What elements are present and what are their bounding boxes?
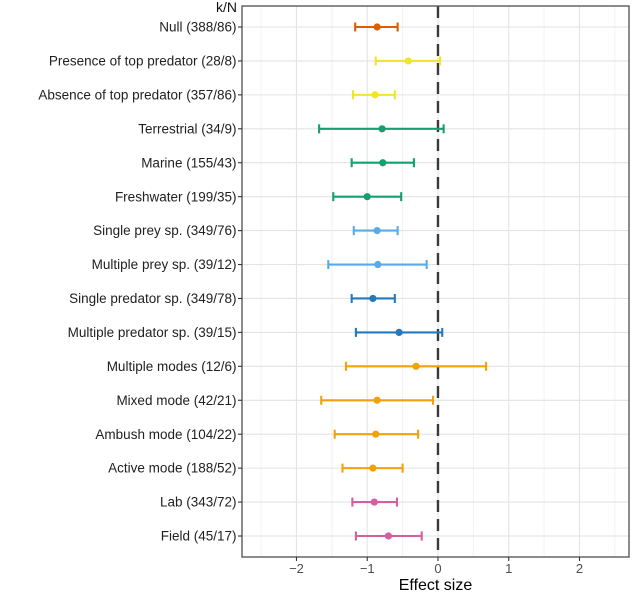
row-label: Lab (343/72) bbox=[160, 495, 237, 510]
row-label: Absence of top predator (357/86) bbox=[38, 87, 236, 102]
point-estimate bbox=[404, 57, 412, 65]
row-label: Field (45/17) bbox=[161, 529, 237, 544]
point-estimate bbox=[373, 396, 381, 404]
panel-background bbox=[242, 6, 629, 557]
point-estimate bbox=[395, 328, 403, 336]
point-estimate bbox=[384, 532, 393, 540]
kn-header: k/N bbox=[216, 0, 237, 15]
point-estimate bbox=[378, 125, 386, 133]
row-label: Mixed mode (42/21) bbox=[116, 393, 236, 408]
point-estimate bbox=[373, 23, 381, 31]
row-label: Freshwater (199/35) bbox=[115, 189, 237, 204]
row-label: Presence of top predator (28/8) bbox=[49, 54, 237, 69]
x-tick-label: −2 bbox=[289, 561, 304, 576]
point-estimate bbox=[369, 464, 377, 472]
point-estimate bbox=[371, 91, 379, 99]
row-label: Multiple predator sp. (39/15) bbox=[68, 325, 237, 340]
x-tick-label: −1 bbox=[360, 561, 375, 576]
row-label: Marine (155/43) bbox=[141, 155, 236, 170]
row-label: Ambush mode (104/22) bbox=[95, 427, 236, 442]
point-estimate bbox=[370, 498, 378, 506]
point-estimate bbox=[369, 294, 377, 303]
point-estimate bbox=[374, 260, 382, 269]
row-label: Single predator sp. (349/78) bbox=[69, 291, 236, 306]
x-tick-label: 1 bbox=[505, 561, 512, 576]
point-estimate bbox=[373, 227, 381, 235]
x-tick-label: 0 bbox=[434, 561, 441, 576]
x-tick-label: 2 bbox=[576, 561, 583, 576]
point-estimate bbox=[363, 193, 371, 201]
row-label: Multiple modes (12/6) bbox=[107, 359, 237, 374]
point-estimate bbox=[379, 159, 387, 167]
point-estimate bbox=[412, 362, 420, 370]
x-axis-title: Effect size bbox=[398, 577, 473, 594]
row-label: Multiple prey sp. (39/12) bbox=[92, 257, 237, 272]
panel-border bbox=[241, 5, 630, 558]
row-label: Single prey sp. (349/76) bbox=[93, 223, 236, 238]
row-label: Active mode (188/52) bbox=[108, 461, 236, 476]
row-label: Null (388/86) bbox=[159, 20, 236, 35]
row-label: Terrestrial (34/9) bbox=[138, 121, 236, 136]
point-estimate bbox=[372, 430, 380, 438]
